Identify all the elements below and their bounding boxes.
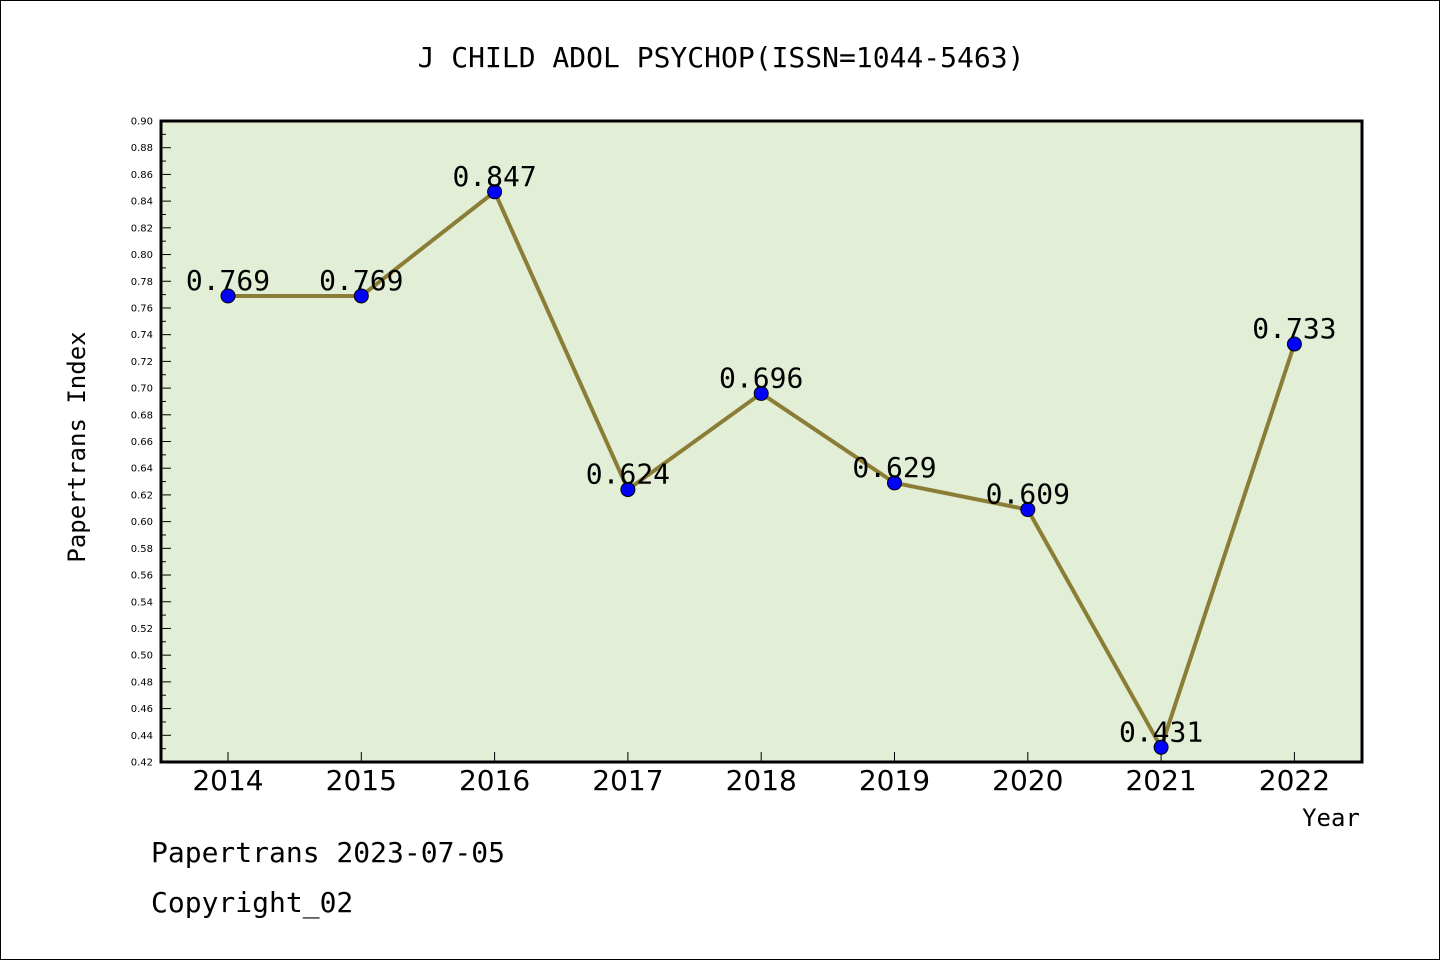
y-tick-label: 0.60 <box>131 517 153 528</box>
x-tick-label: 2018 <box>726 764 797 797</box>
x-tick-label: 2021 <box>1125 764 1196 797</box>
y-tick-label: 0.48 <box>131 677 153 688</box>
y-tick-label: 0.56 <box>131 571 153 582</box>
y-axis-ticks: 0.42 0.44 0.46 0.48 0.50 0.52 0.54 0.56 0.58 0.60… <box>131 117 171 769</box>
y-tick-label: 0.46 <box>131 704 153 715</box>
y-tick-label: 0.84 <box>131 197 153 208</box>
data-point <box>487 184 503 200</box>
y-tick-label: 0.58 <box>131 544 153 555</box>
y-tick-label: 0.90 <box>131 117 153 128</box>
x-tick-label: 2022 <box>1259 764 1330 797</box>
y-tick-label: 0.74 <box>131 330 153 341</box>
data-labels: 0.769 0.769 0.847 0.624 0.696 0.629 0.609 0.431… <box>186 160 1337 749</box>
data-label: 0.431 <box>1119 715 1203 748</box>
x-axis-label: Year <box>1302 804 1360 832</box>
data-label: 0.733 <box>1252 312 1336 345</box>
x-tick-label: 2015 <box>326 764 397 797</box>
y-tick-label: 0.82 <box>131 223 153 234</box>
x-tick-label: 2017 <box>592 764 663 797</box>
data-point <box>353 288 369 304</box>
data-label: 0.847 <box>452 160 536 193</box>
x-tick-label: 2019 <box>859 764 930 797</box>
data-point <box>1286 336 1302 352</box>
y-tick-label: 0.76 <box>131 303 153 314</box>
y-tick-label: 0.78 <box>131 277 153 288</box>
data-point <box>220 288 236 304</box>
x-tick-label: 2020 <box>992 764 1063 797</box>
data-point <box>1153 739 1169 755</box>
y-axis-label: Papertrans Index <box>63 331 91 562</box>
data-label: 0.769 <box>186 264 270 297</box>
y-tick-label: 0.70 <box>131 384 153 395</box>
data-label: 0.696 <box>719 361 803 394</box>
y-tick-label: 0.42 <box>131 758 153 769</box>
data-label: 0.609 <box>986 478 1070 511</box>
data-label: 0.629 <box>852 451 936 484</box>
y-tick-label: 0.68 <box>131 410 153 421</box>
x-axis-ticks: 2014 2015 2016 2017 2018 2019 2020 2021 2022 <box>192 752 1330 797</box>
data-markers <box>220 184 1302 755</box>
y-tick-label: 0.86 <box>131 170 153 181</box>
plot-border <box>159 119 1364 764</box>
data-label: 0.624 <box>586 458 670 491</box>
y-tick-label: 0.64 <box>131 464 153 475</box>
data-point <box>620 482 636 498</box>
y-tick-label: 0.66 <box>131 437 153 448</box>
data-label: 0.769 <box>319 264 403 297</box>
data-point <box>1020 502 1036 518</box>
y-tick-label: 0.88 <box>131 143 153 154</box>
x-tick-label: 2016 <box>459 764 530 797</box>
data-point <box>753 385 769 401</box>
y-tick-label: 0.72 <box>131 357 153 368</box>
y-tick-label: 0.80 <box>131 250 153 261</box>
plot-area <box>161 121 1362 762</box>
y-tick-label: 0.50 <box>131 651 153 662</box>
y-tick-label: 0.54 <box>131 597 153 608</box>
y-tick-label: 0.52 <box>131 624 153 635</box>
y-tick-label: 0.62 <box>131 490 153 501</box>
x-tick-label: 2014 <box>192 764 263 797</box>
footer-date: Papertrans 2023-07-05 <box>151 836 506 869</box>
y-tick-label: 0.44 <box>131 731 153 742</box>
data-point <box>887 475 902 491</box>
chart-title: J CHILD ADOL PSYCHOP(ISSN=1044-5463) <box>418 41 1025 74</box>
footer-copyright: Copyright_02 <box>151 886 354 919</box>
